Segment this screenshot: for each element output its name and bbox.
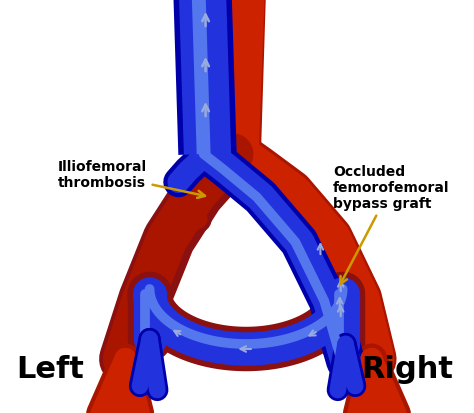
Text: Illiofemoral
thrombosis: Illiofemoral thrombosis bbox=[58, 159, 205, 198]
Text: Left: Left bbox=[16, 355, 84, 384]
Text: Occluded
femorofemoral
bypass graft: Occluded femorofemoral bypass graft bbox=[333, 165, 449, 285]
Text: Right: Right bbox=[361, 355, 453, 384]
